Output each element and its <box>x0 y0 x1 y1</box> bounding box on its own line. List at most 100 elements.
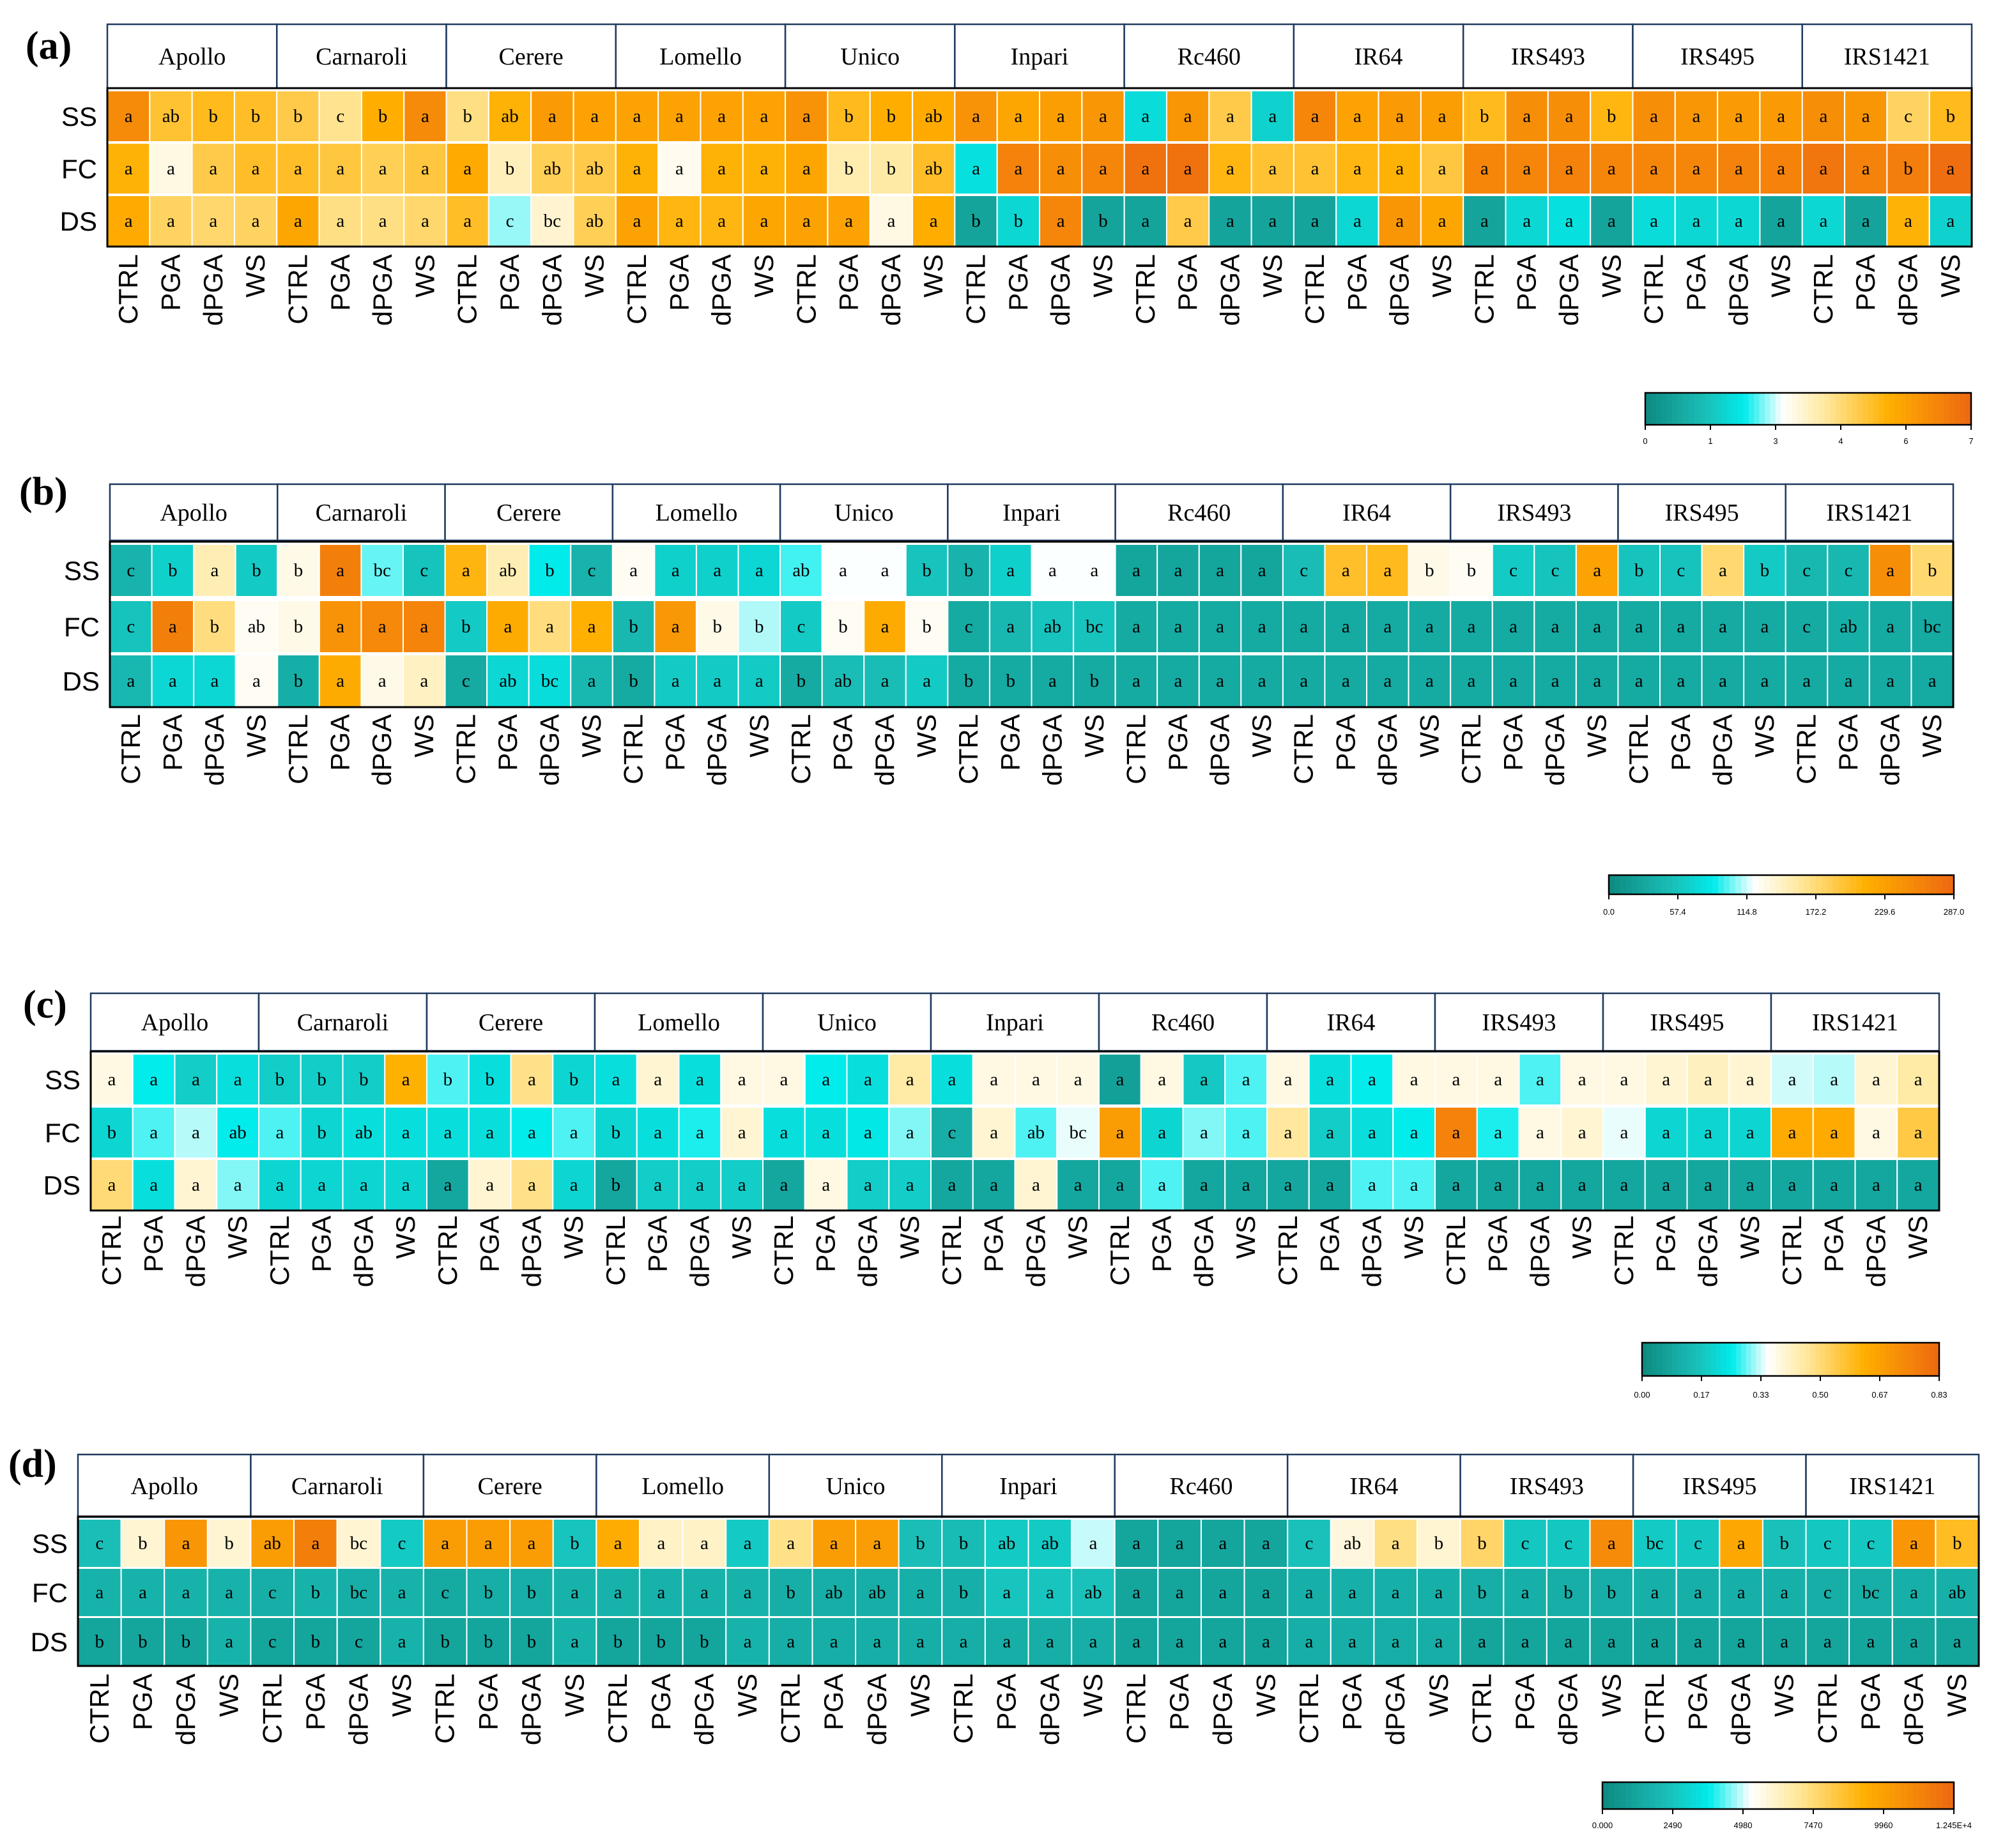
colorbar-segment <box>1841 393 1847 425</box>
heatmap-cell <box>1081 90 1125 142</box>
significance-letter: a <box>1348 1582 1356 1603</box>
significance-letter: a <box>1184 211 1192 231</box>
significance-letter: a <box>182 1533 190 1554</box>
heatmap-cell <box>1770 1159 1814 1211</box>
heatmap-cell <box>120 1568 165 1617</box>
heatmap-cell <box>90 1053 134 1106</box>
significance-letter: a <box>1174 671 1183 691</box>
treatment-label: WS <box>726 1216 756 1259</box>
heatmap-cell <box>1417 1568 1461 1617</box>
heatmap-cell <box>509 1518 554 1568</box>
heatmap-cell <box>510 1053 554 1106</box>
colorbar-segment <box>1748 393 1755 425</box>
significance-letter: a <box>960 1631 968 1652</box>
treatment-label: WS <box>1079 714 1109 758</box>
significance-letter: a <box>192 1175 200 1195</box>
heatmap-cell <box>1335 195 1379 247</box>
colorbar-segment <box>1884 1782 1890 1809</box>
treatment-label: PGA <box>1651 1216 1681 1272</box>
colorbar-segment <box>1643 1782 1650 1809</box>
heatmap-cell <box>132 1106 176 1159</box>
significance-letter: a <box>275 1122 284 1143</box>
significance-letter: a <box>252 211 260 231</box>
heatmap-cell <box>445 142 489 195</box>
colorbar-segment <box>1908 875 1914 894</box>
heatmap-cell <box>720 1106 764 1159</box>
significance-letter: a <box>192 1069 200 1090</box>
heatmap-cell <box>318 654 362 708</box>
heatmap-cell <box>941 1568 986 1617</box>
colorbar-segment <box>1895 393 1901 425</box>
colorbar-segment <box>1756 1343 1762 1376</box>
row-label: FC <box>45 1118 81 1148</box>
heatmap-cell <box>191 195 235 247</box>
significance-letter: a <box>1509 616 1517 637</box>
significance-letter: a <box>1300 616 1308 637</box>
panel-label: (b) <box>19 470 68 514</box>
heatmap-cell <box>954 142 998 195</box>
significance-letter: a <box>443 1122 452 1143</box>
treatment-label: dPGA <box>1385 254 1415 326</box>
heatmap-cell <box>1198 654 1242 708</box>
significance-letter: a <box>1737 1582 1746 1603</box>
significance-letter: a <box>633 106 641 126</box>
colorbar-segment <box>1904 1343 1910 1376</box>
significance-letter: b <box>657 1631 666 1652</box>
significance-letter: a <box>318 1175 326 1195</box>
genotype-label: Carnaroli <box>316 43 408 70</box>
significance-letter: c <box>398 1533 406 1554</box>
colorbar-segment <box>1885 875 1891 894</box>
heatmap-cell <box>250 1617 295 1667</box>
heatmap-cell <box>615 142 659 195</box>
heatmap-cell <box>206 1568 252 1617</box>
heatmap-cell <box>1759 195 1803 247</box>
significance-letter: b <box>964 560 974 581</box>
heatmap-cell <box>912 142 956 195</box>
genotype-label: Carnaroli <box>316 500 408 526</box>
heatmap-cell <box>216 1159 259 1211</box>
treatment-label: CTRL <box>430 1674 460 1744</box>
significance-letter: a <box>633 158 641 179</box>
treatment-label: CTRL <box>1609 1216 1639 1286</box>
significance-letter: b <box>569 1069 579 1090</box>
significance-letter: a <box>744 1631 752 1652</box>
significance-letter: a <box>1830 1069 1838 1090</box>
colorbar-segment <box>1813 1782 1820 1809</box>
treatment-label: dPGA <box>1524 1216 1555 1287</box>
colorbar-segment <box>1895 1782 1902 1809</box>
significance-letter: a <box>1478 1631 1486 1652</box>
colorbar-segment <box>1919 875 1926 894</box>
colorbar-segment <box>1891 875 1897 894</box>
heatmap-cell <box>77 1617 122 1667</box>
heatmap-cell <box>402 544 446 597</box>
colorbar-segment <box>1770 1343 1776 1376</box>
genotype-label: IRS495 <box>1680 43 1755 70</box>
significance-letter: a <box>1620 1069 1628 1090</box>
significance-letter: a <box>657 1582 665 1603</box>
significance-letter: b <box>1014 211 1024 231</box>
significance-letter: a <box>1523 158 1531 179</box>
significance-letter: a <box>803 158 811 179</box>
significance-letter: b <box>786 1582 795 1603</box>
colorbar-frame <box>1601 1781 1955 1810</box>
treatment-label: PGA <box>818 1674 849 1730</box>
colorbar-segment <box>1602 1782 1609 1809</box>
significance-letter: a <box>1395 158 1404 179</box>
colorbar-tick-label: 287.0 <box>1944 907 1965 917</box>
colorbar-segment <box>1684 875 1690 894</box>
treatment-label: dPGA <box>1554 254 1584 326</box>
genotype-header-box <box>762 992 932 1052</box>
significance-letter: a <box>1368 1175 1376 1195</box>
row-label: FC <box>61 154 97 184</box>
treatment-label: CTRL <box>1469 254 1499 325</box>
heatmap-cell <box>827 90 871 142</box>
significance-letter: b <box>1607 106 1617 126</box>
colorbar-segment <box>1677 1343 1682 1376</box>
genotype-label: Apollo <box>141 1009 209 1036</box>
treatment-label: WS <box>1414 714 1444 758</box>
genotype-label: Unico <box>840 43 900 70</box>
heatmap-cell <box>1014 1159 1058 1211</box>
colorbar-segment <box>1784 1782 1790 1809</box>
heatmap-cell <box>488 90 532 142</box>
significance-letter: a <box>1650 1631 1659 1652</box>
